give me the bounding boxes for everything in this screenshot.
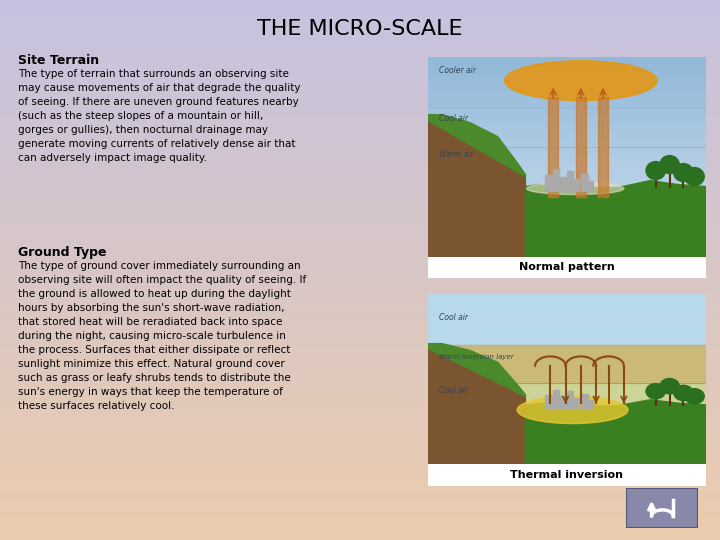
Polygon shape — [428, 117, 526, 256]
Bar — [526, 186, 706, 256]
Text: Cool air: Cool air — [439, 313, 469, 322]
Bar — [560, 177, 567, 191]
Text: Ground Type: Ground Type — [18, 246, 107, 259]
Polygon shape — [428, 346, 526, 464]
Bar — [574, 398, 580, 408]
Text: Warm inversion layer: Warm inversion layer — [439, 354, 514, 360]
Bar — [581, 394, 588, 408]
Text: Thermal inversion: Thermal inversion — [510, 470, 624, 480]
Polygon shape — [526, 400, 706, 464]
Polygon shape — [428, 343, 526, 396]
Bar — [428, 346, 706, 383]
Bar — [567, 392, 572, 408]
Ellipse shape — [685, 389, 704, 404]
Bar — [560, 396, 567, 408]
Polygon shape — [526, 180, 706, 256]
Bar — [545, 174, 552, 191]
Text: THE MICRO-SCALE: THE MICRO-SCALE — [257, 19, 463, 39]
Ellipse shape — [674, 386, 693, 401]
Bar — [588, 180, 593, 191]
Bar — [526, 405, 706, 464]
Bar — [428, 294, 706, 346]
Ellipse shape — [646, 161, 665, 180]
Bar — [428, 383, 706, 464]
Bar — [553, 168, 559, 191]
Text: Cooler air: Cooler air — [439, 66, 477, 75]
Bar — [545, 395, 552, 408]
Polygon shape — [428, 114, 526, 177]
Bar — [553, 389, 559, 408]
Text: The type of ground cover immediately surrounding an
observing site will often im: The type of ground cover immediately sur… — [18, 261, 306, 411]
Ellipse shape — [674, 164, 693, 181]
Ellipse shape — [646, 383, 665, 399]
Bar — [581, 173, 588, 191]
Bar — [567, 171, 572, 191]
Text: Site Terrain: Site Terrain — [18, 54, 99, 67]
Text: Warm air: Warm air — [439, 150, 474, 159]
Ellipse shape — [660, 156, 679, 173]
Bar — [574, 179, 580, 191]
Text: Cool air: Cool air — [439, 386, 469, 395]
Ellipse shape — [527, 183, 624, 194]
Ellipse shape — [660, 379, 679, 394]
Text: Normal pattern: Normal pattern — [519, 262, 615, 272]
Text: The type of terrain that surrounds an observing site
may cause movements of air : The type of terrain that surrounds an ob… — [18, 69, 300, 163]
Ellipse shape — [685, 167, 704, 186]
Bar — [588, 400, 593, 408]
Ellipse shape — [517, 396, 628, 423]
Text: Cool air: Cool air — [439, 113, 469, 123]
Ellipse shape — [505, 60, 657, 100]
